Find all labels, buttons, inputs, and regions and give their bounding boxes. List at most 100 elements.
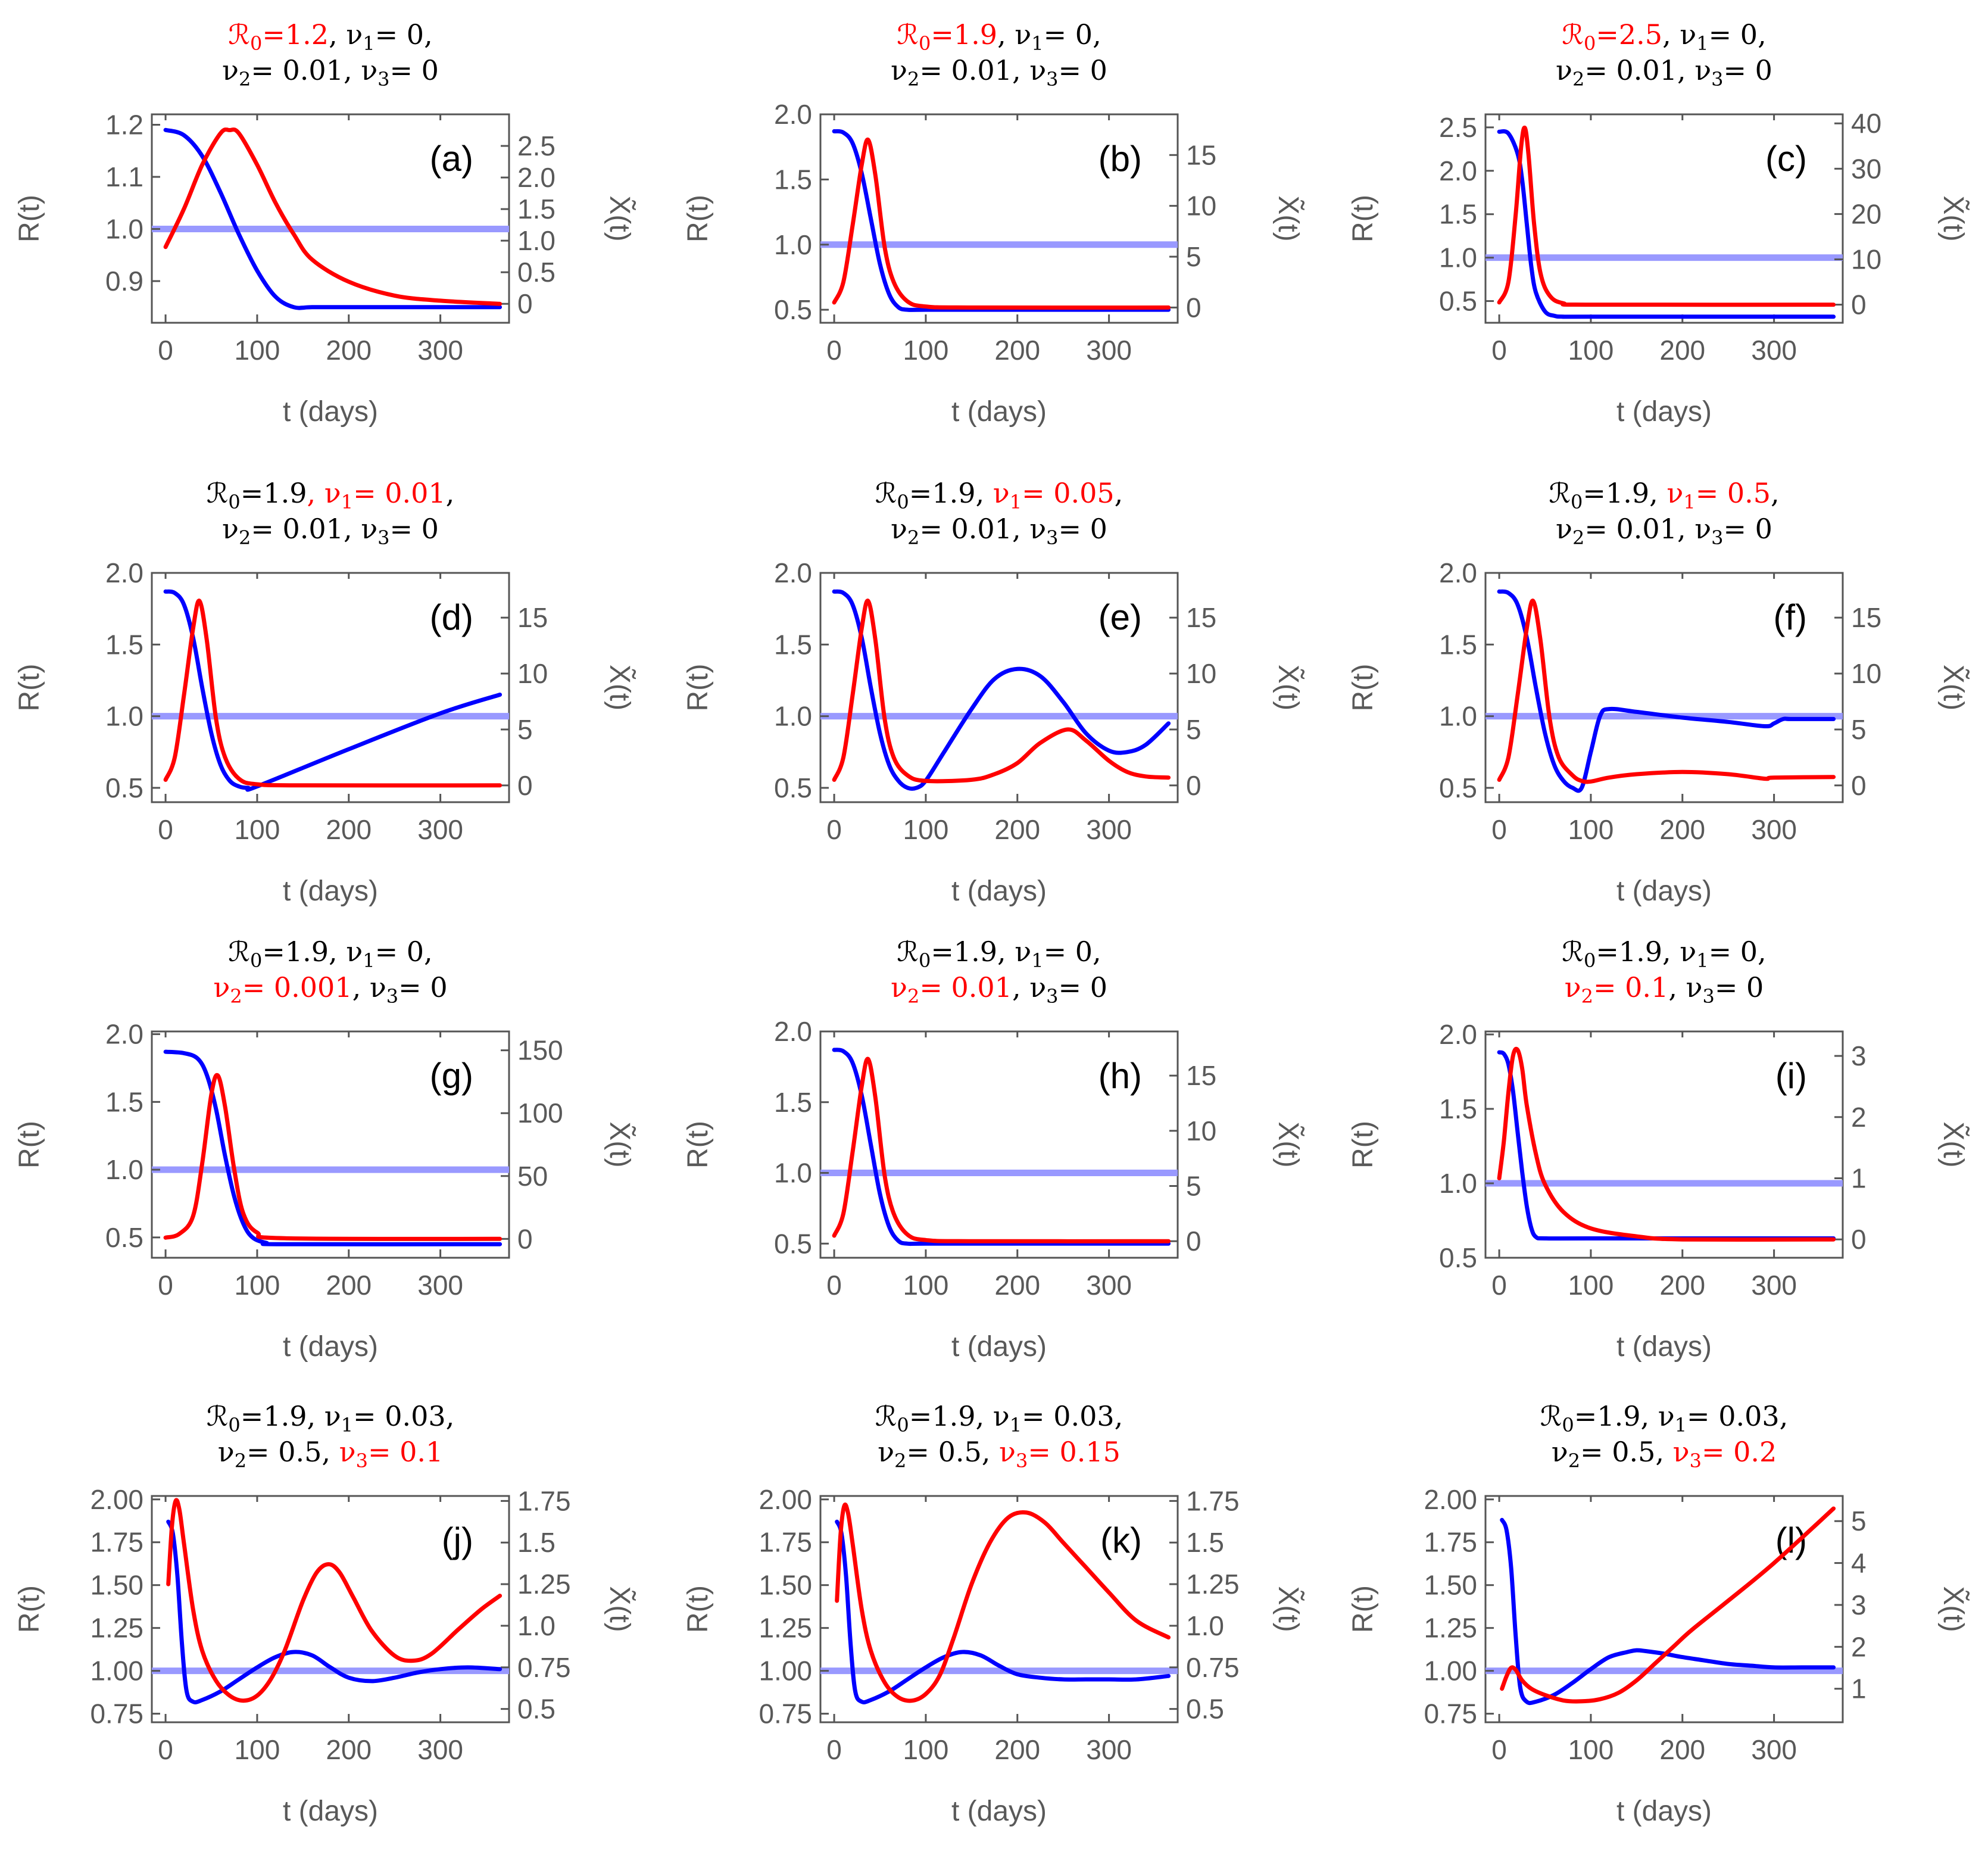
panel-title-line: ℛ0=1.9, ν1= 0.03, [1540,1400,1789,1436]
title-segment: 0 [919,949,931,972]
panel-label: (g) [430,1056,473,1096]
y-tick-label: 0.5 [105,772,143,803]
y-tick-label: 1.5 [774,629,812,660]
plot-frame [1484,113,1844,324]
y-tick-label: 2.0 [774,1016,812,1047]
title-segment: 2 [239,526,251,549]
title-segment: = 0.5, [906,1436,999,1468]
series-X-line [163,599,503,788]
x-tick-label: 0 [1491,335,1507,366]
y2-axis-label: X̃(t) [604,1121,636,1167]
y-tick-label: 2.0 [1439,155,1477,186]
x-tick-label: 200 [326,1270,372,1301]
y2-axis-label: X̃(t) [1272,195,1304,241]
title-segment: 0 [1562,1414,1574,1436]
x-tick-label: 200 [1659,1734,1705,1765]
panel-title-line: ℛ0=1.9, ν1= 0.5, [1549,477,1779,513]
title-segment: = 0.03, [1022,1400,1123,1432]
title-segment: 3 [1690,1450,1702,1472]
x-tick-label: 0 [1491,814,1507,845]
title-segment: = 0.5, [246,1436,339,1468]
title-segment: ν [218,1436,235,1468]
title-segment: 0 [1584,949,1596,972]
title-segment: = 0.01, ν [1584,54,1711,86]
title-segment: 1 [341,1414,353,1436]
title-segment: ℛ [1540,1400,1562,1432]
x-tick-label: 0 [158,814,173,845]
y-axis-label: R(t) [14,1585,45,1633]
x-tick-label: 0 [158,335,173,366]
panel-title-line: ℛ0=1.9, ν1= 0, [1562,936,1766,972]
series-R-line [835,1519,1171,1704]
series-X-line [832,1056,1171,1243]
title-segment: = 0.1 [368,1436,443,1468]
y2-tick-label: 0.75 [1186,1652,1240,1683]
title-segment: = 0, [1044,18,1101,51]
series-R-line [832,1048,1171,1246]
x-tick-label: 0 [826,814,842,845]
panel-title-line: ν2= 0.01, ν3= 0 [1556,513,1772,549]
title-segment: 3 [1046,68,1058,91]
plot-frame [819,572,1179,803]
title-segment: 2 [907,526,919,549]
title-segment: ν [1556,513,1572,545]
series-X-line [835,1503,1171,1703]
x-tick-label: 200 [1659,1270,1705,1301]
y2-tick-label: 0 [1851,1224,1867,1255]
x-tick-label: 200 [994,814,1040,845]
title-segment: ν [1565,971,1581,1003]
y2-tick-label: 0 [1186,770,1201,801]
panel-i: ℛ0=1.9, ν1= 0,ν2= 0.1, ν3= 00 100 200 3000.… [1347,936,1970,1363]
plot-frame [1484,1030,1844,1259]
x-tick-label: 0 [1491,1270,1507,1301]
title-segment: 1 [1696,949,1708,972]
y2-tick-label: 15 [1851,602,1881,633]
x-axis-label: t (days) [283,875,378,907]
y-tick-label: 1.5 [774,164,812,195]
title-segment: 1 [1675,1414,1687,1436]
y-axis-label: R(t) [682,664,714,712]
x-tick-label: 200 [326,335,372,366]
title-segment: =1.9, ν [241,1400,341,1432]
x-axis-label: t (days) [283,1796,378,1827]
title-segment: , ν [1668,971,1702,1003]
x-tick-label: 300 [417,1734,463,1765]
y-tick-label: 0.75 [1424,1698,1477,1729]
panel-title-line: ℛ0=1.9, ν1= 0, [897,936,1101,972]
x-tick-label: 300 [1751,335,1797,366]
y-tick-label: 1.5 [1439,629,1477,660]
x-tick-label: 200 [326,1734,372,1765]
y2-tick-label: 5 [1186,241,1201,272]
title-segment: 3 [1016,1450,1028,1472]
series-X-line [1497,599,1836,784]
y2-tick-label: 1.5 [517,1527,555,1558]
panel-title-line: ν2= 0.5, ν3= 0.15 [878,1436,1121,1472]
panel-k: ℛ0=1.9, ν1= 0.03,ν2= 0.5, ν3= 0.150 100 20… [682,1400,1304,1827]
title-segment: 3 [1046,526,1058,549]
x-axis-label: t (days) [1616,396,1712,428]
y2-tick-label: 100 [517,1098,563,1129]
y2-tick-label: 150 [517,1035,563,1066]
x-tick-label: 300 [1751,1734,1797,1765]
y2-tick-label: 0.5 [517,1694,555,1725]
series-X-line [832,138,1171,310]
title-segment: ν [891,513,907,545]
y-axis-label: R(t) [682,1121,714,1168]
x-tick-label: 300 [1751,814,1797,845]
panel-title-line: ν2= 0.01, ν3= 0 [891,513,1107,549]
panel-title-line: ν2= 0.01, ν3= 0 [891,971,1107,1008]
series-R-line [832,589,1171,791]
y-tick-label: 0.9 [105,266,143,297]
title-segment: 1 [341,491,353,513]
title-segment: 2 [1568,1450,1580,1472]
title-segment: , ν [352,971,386,1003]
x-tick-label: 300 [417,335,463,366]
x-tick-label: 100 [235,1270,280,1301]
title-segment: = 0, [1044,936,1101,968]
x-tick-label: 300 [417,814,463,845]
panel-label: (c) [1765,139,1807,179]
y2-tick-label: 0 [1851,289,1867,320]
y-tick-label: 1.5 [774,1087,812,1118]
y2-tick-label: 5 [1186,714,1201,745]
